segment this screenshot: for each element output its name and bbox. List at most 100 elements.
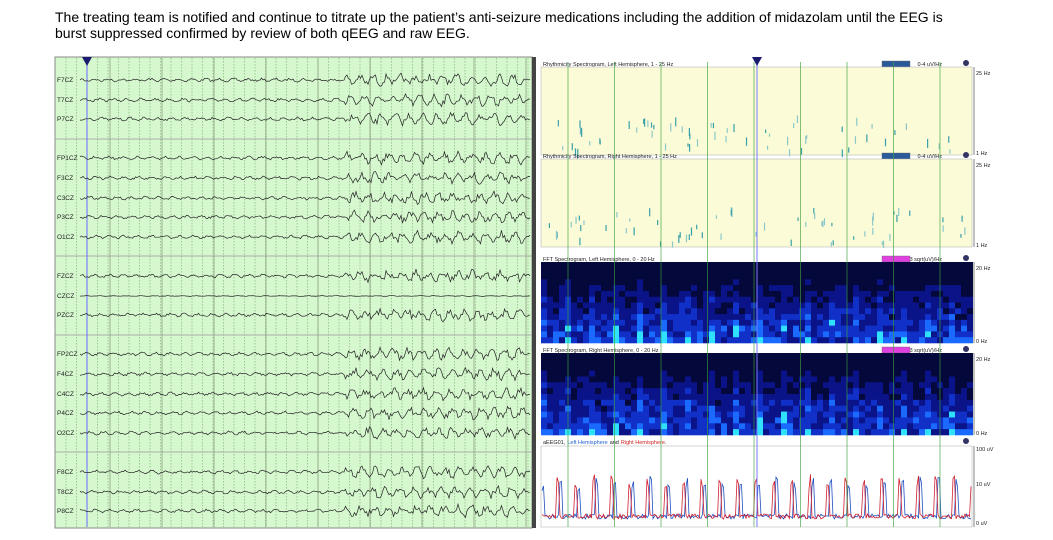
spectral-cell bbox=[715, 411, 721, 418]
spectral-cell bbox=[577, 331, 583, 338]
spectral-cell bbox=[703, 314, 709, 321]
spectral-cell bbox=[877, 290, 883, 298]
spectral-cell bbox=[703, 370, 709, 377]
spectral-cell bbox=[775, 325, 781, 332]
spectral-cell bbox=[961, 399, 967, 407]
spectral-cell bbox=[769, 296, 775, 303]
spectral-cell bbox=[961, 405, 967, 412]
spectral-cell bbox=[613, 417, 619, 424]
spectral-cell bbox=[679, 262, 685, 269]
spectral-cell bbox=[709, 262, 715, 269]
spectral-cell bbox=[601, 399, 607, 407]
spectral-cell bbox=[613, 429, 619, 436]
spectral-cell bbox=[913, 364, 919, 371]
spectral-cell bbox=[655, 337, 661, 344]
spectral-cell bbox=[589, 308, 595, 315]
spectral-cell bbox=[859, 382, 865, 389]
spectral-cell bbox=[769, 376, 775, 383]
spectral-cell bbox=[961, 331, 967, 338]
spectral-cell bbox=[919, 382, 925, 389]
spectral-cell bbox=[559, 331, 565, 338]
spectral-cell bbox=[847, 353, 853, 360]
channel-label: T8CZ bbox=[57, 489, 73, 496]
spectral-cell bbox=[919, 394, 925, 401]
spectral-cell bbox=[913, 337, 919, 344]
spectral-cell bbox=[703, 429, 709, 436]
spectral-cell bbox=[871, 353, 877, 360]
spectral-cell bbox=[763, 394, 769, 401]
spectral-cell bbox=[691, 364, 697, 371]
spectral-cell bbox=[781, 290, 787, 298]
spectral-cell bbox=[859, 319, 865, 326]
spectral-cell bbox=[697, 285, 703, 292]
spectral-cell bbox=[733, 364, 739, 371]
spectral-cell bbox=[613, 370, 619, 377]
spectral-cell bbox=[859, 308, 865, 315]
spectral-cell bbox=[883, 388, 889, 395]
spectral-cell bbox=[919, 273, 925, 280]
spectral-cell bbox=[715, 376, 721, 383]
spectral-cell bbox=[811, 423, 817, 430]
spectral-cell bbox=[787, 285, 793, 292]
spectral-cell bbox=[883, 331, 889, 338]
spectral-cell bbox=[655, 394, 661, 401]
spectral-cell bbox=[841, 364, 847, 371]
spectral-cell bbox=[769, 353, 775, 360]
spectral-cell bbox=[853, 285, 859, 292]
spectral-cell bbox=[631, 353, 637, 360]
spectral-cell bbox=[709, 394, 715, 401]
spectral-cell bbox=[685, 273, 691, 280]
channel-label: F3CZ bbox=[57, 175, 73, 182]
spectral-cell bbox=[619, 325, 625, 332]
spectral-cell bbox=[895, 388, 901, 395]
spectral-cell bbox=[943, 364, 949, 371]
spectral-cell bbox=[721, 370, 727, 377]
spectral-feature bbox=[871, 123, 873, 129]
spectral-cell bbox=[961, 394, 967, 401]
spectral-cell bbox=[607, 370, 613, 377]
spectral-cell bbox=[589, 267, 595, 274]
spectral-cell bbox=[661, 382, 667, 389]
spectral-cell bbox=[841, 325, 847, 332]
spectral-cell bbox=[547, 405, 553, 412]
spectral-cell bbox=[673, 411, 679, 418]
spectral-cell bbox=[643, 279, 649, 286]
spectral-cell bbox=[757, 353, 763, 360]
aeeg-axis-label: 0 uV bbox=[976, 521, 988, 527]
spectral-cell bbox=[661, 279, 667, 286]
spectral-cell bbox=[823, 358, 829, 366]
spectral-cell bbox=[553, 353, 559, 360]
spectral-cell bbox=[601, 388, 607, 395]
spectral-cell bbox=[793, 279, 799, 286]
eeg-trace bbox=[79, 307, 531, 323]
spectral-cell bbox=[955, 382, 961, 389]
spectral-cell bbox=[589, 358, 595, 366]
spectral-cell bbox=[757, 296, 763, 303]
spectral-cell bbox=[613, 382, 619, 389]
spectral-cell bbox=[781, 358, 787, 366]
spectral-cell bbox=[685, 364, 691, 371]
spectral-cell bbox=[847, 417, 853, 424]
spectral-cell bbox=[553, 376, 559, 383]
spectral-cell bbox=[949, 337, 955, 344]
spectral-cell bbox=[601, 394, 607, 401]
spectral-cell bbox=[823, 319, 829, 326]
spectral-cell bbox=[733, 267, 739, 274]
spectral-cell bbox=[835, 417, 841, 424]
spectral-cell bbox=[769, 388, 775, 395]
spectral-cell bbox=[709, 353, 715, 360]
spectral-cell bbox=[667, 417, 673, 424]
spectral-cell bbox=[967, 273, 973, 280]
spectral-cell bbox=[715, 358, 721, 366]
spectral-feature bbox=[806, 135, 808, 139]
spectral-feature bbox=[577, 148, 579, 158]
spectral-cell bbox=[871, 417, 877, 424]
spectral-cell bbox=[745, 429, 751, 436]
spectral-cell bbox=[961, 376, 967, 383]
spectral-cell bbox=[823, 353, 829, 360]
spectral-cell bbox=[559, 388, 565, 395]
spectral-cell bbox=[847, 279, 853, 286]
spectral-cell bbox=[769, 267, 775, 274]
spectral-cell bbox=[787, 399, 793, 407]
spectral-cell bbox=[643, 388, 649, 395]
